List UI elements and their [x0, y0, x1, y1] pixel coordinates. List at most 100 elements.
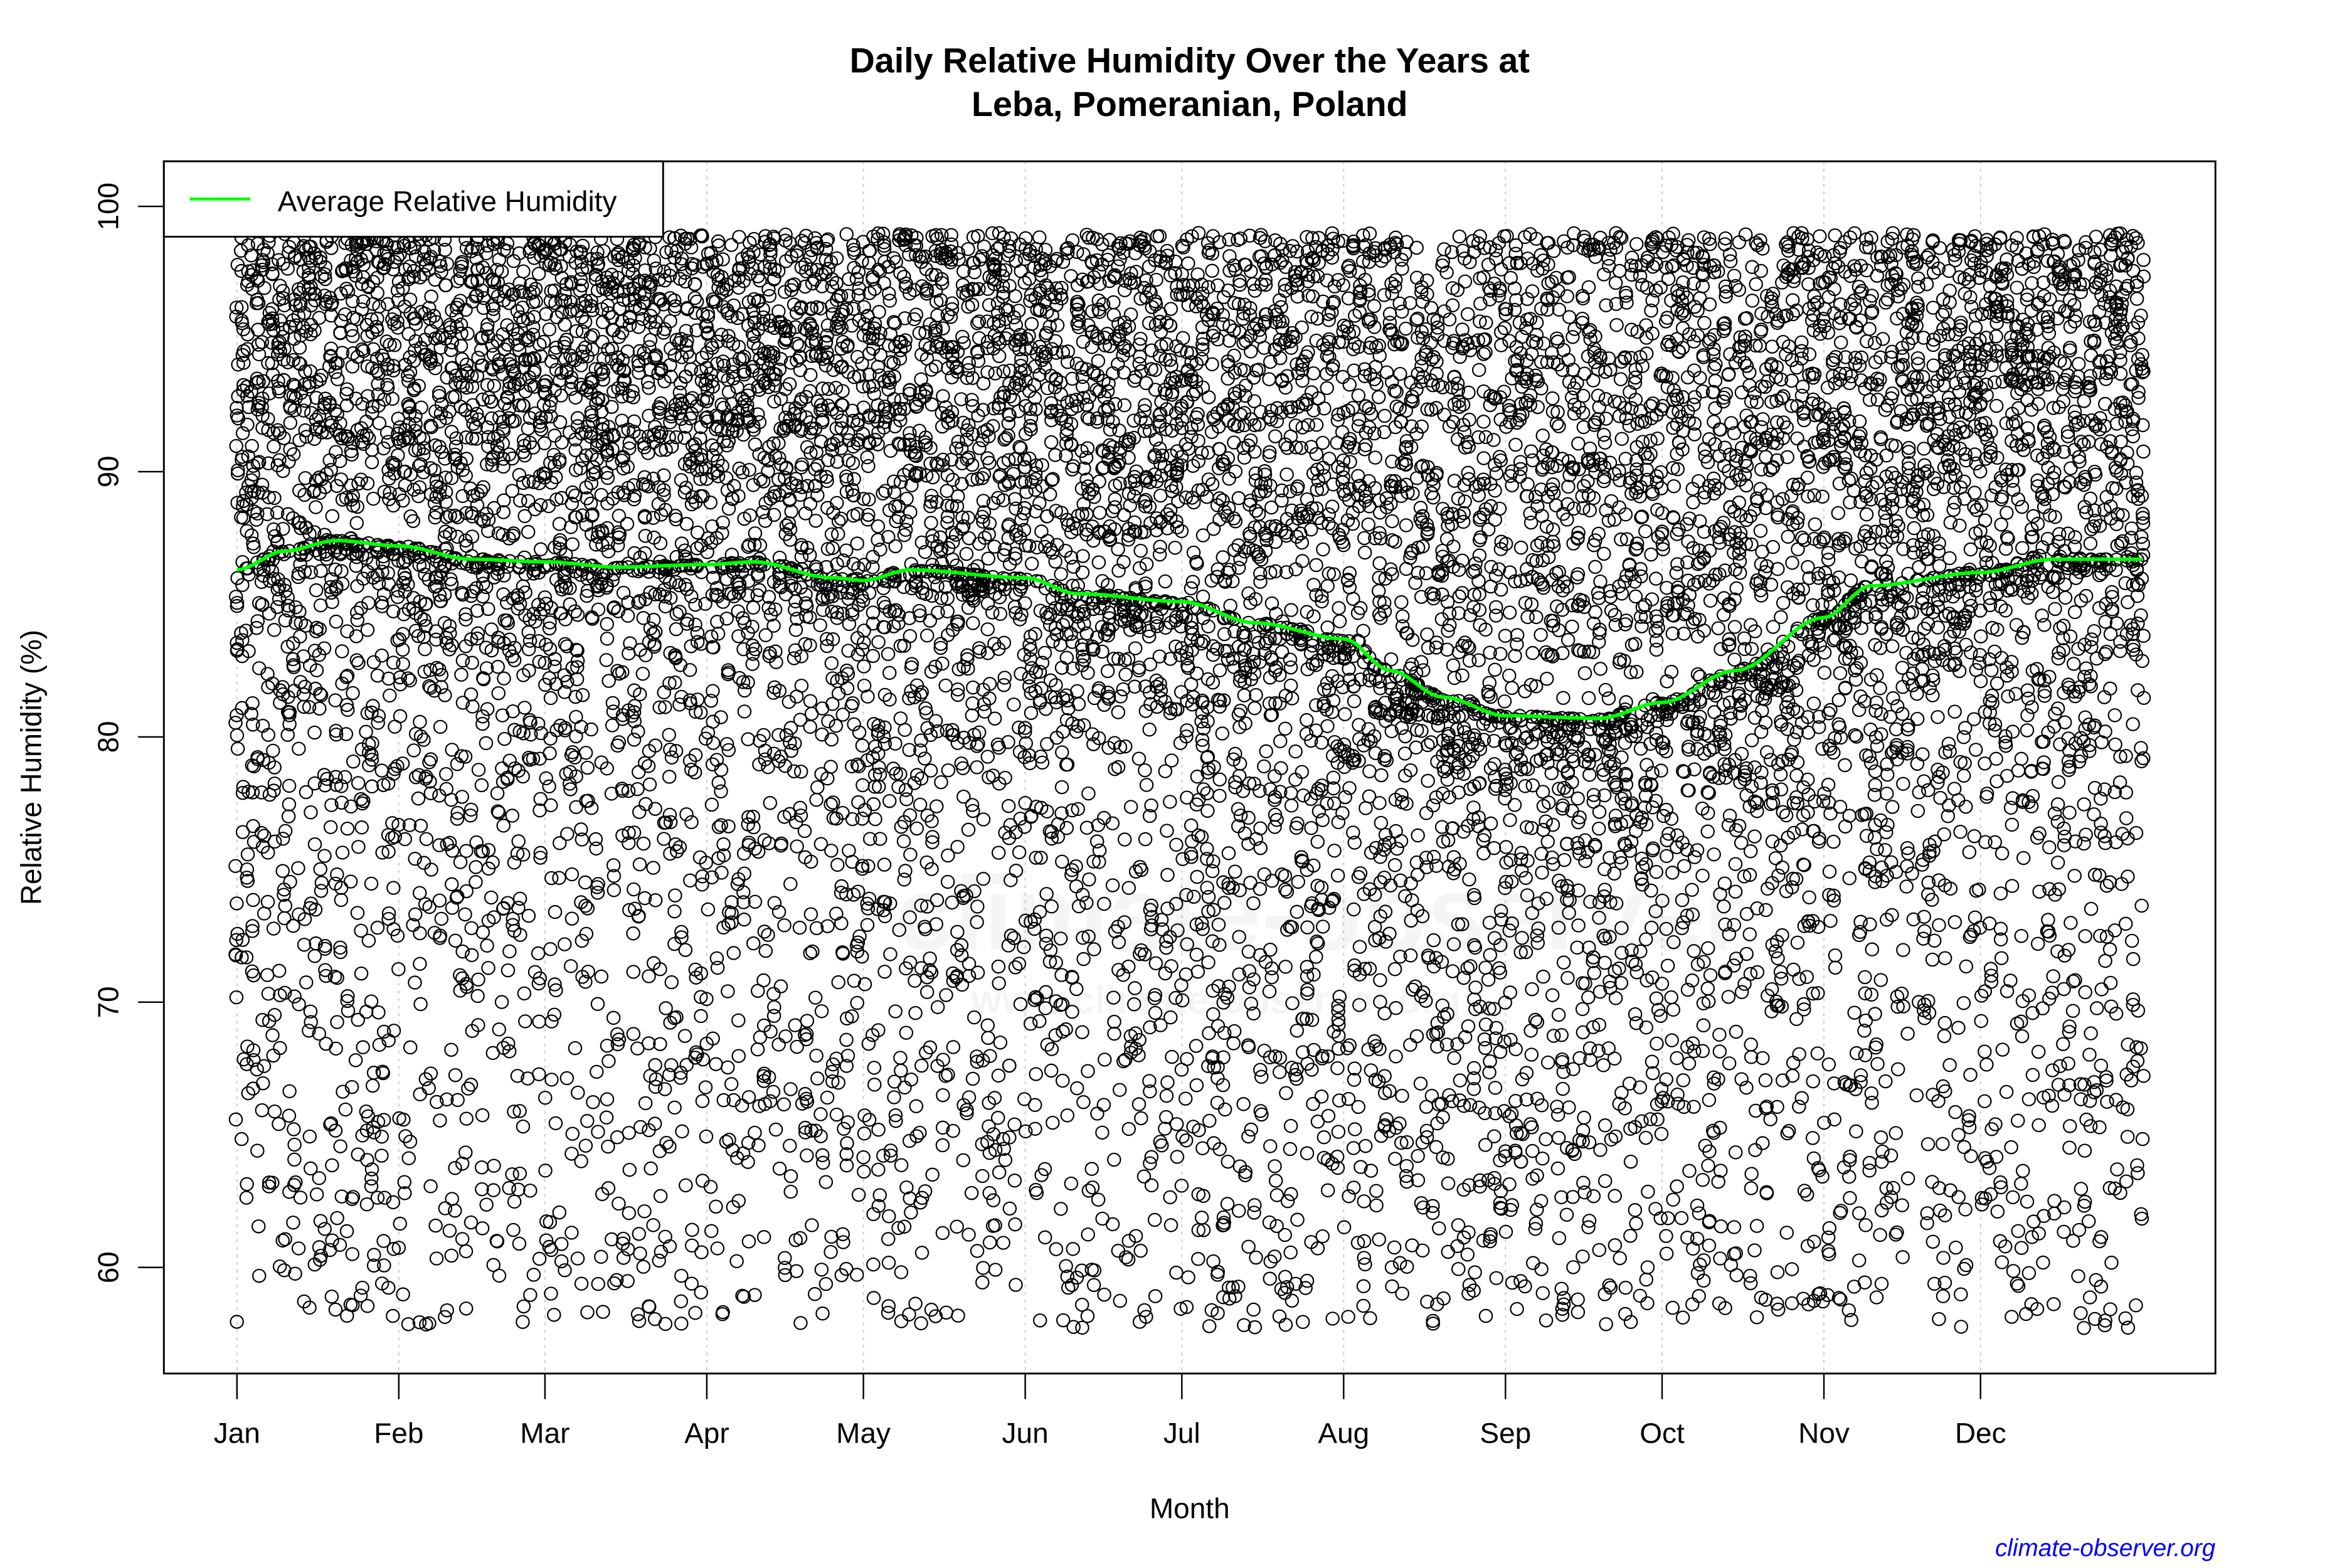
data-point [757, 924, 772, 939]
data-point [687, 765, 702, 780]
data-point [366, 655, 381, 669]
data-point [322, 395, 337, 410]
data-point [443, 572, 458, 586]
data-point [235, 452, 249, 467]
data-point [314, 884, 329, 898]
data-point [364, 876, 379, 891]
data-point [642, 777, 657, 792]
data-point [359, 249, 374, 264]
data-point [464, 1215, 479, 1230]
data-point [872, 305, 886, 319]
data-point [286, 388, 301, 403]
data-point [923, 440, 938, 455]
data-point [543, 691, 558, 706]
data-point [964, 1185, 979, 1200]
data-point [337, 770, 352, 785]
data-point [552, 1205, 567, 1220]
data-point [471, 972, 485, 987]
data-point [1024, 556, 1039, 571]
data-point [370, 668, 385, 683]
data-point [318, 480, 332, 494]
data-point [599, 653, 614, 667]
data-point [871, 1123, 886, 1137]
data-point [517, 701, 532, 715]
data-point [361, 933, 376, 948]
data-point [277, 431, 291, 445]
data-point [580, 1305, 595, 1320]
data-point [474, 778, 489, 793]
data-point [444, 1042, 458, 1057]
data-point [329, 1041, 343, 1056]
data-point [401, 432, 416, 446]
data-point [1024, 317, 1039, 331]
data-point [339, 697, 354, 712]
data-point [432, 385, 447, 400]
data-point [236, 356, 251, 370]
data-point [512, 1166, 527, 1181]
data-point [374, 1130, 389, 1144]
data-point [531, 946, 546, 961]
data-point [413, 457, 428, 472]
data-point [783, 1082, 798, 1096]
data-point [280, 728, 295, 742]
data-point [287, 250, 302, 265]
data-point [395, 756, 410, 771]
data-point [959, 546, 974, 561]
data-point [543, 942, 558, 956]
data-point [674, 1294, 689, 1308]
data-point [434, 911, 449, 926]
data-point [277, 887, 291, 902]
data-point [314, 688, 329, 702]
data-point [398, 262, 413, 277]
data-point [333, 1139, 347, 1153]
data-point [250, 1062, 264, 1077]
data-point [554, 1254, 569, 1269]
data-point [246, 540, 261, 554]
data-point [810, 488, 825, 502]
data-point [377, 1258, 391, 1273]
data-point [327, 970, 342, 984]
data-point [766, 507, 781, 522]
data-point [565, 537, 580, 551]
data-point [351, 776, 366, 790]
data-point [458, 1145, 473, 1160]
data-point [240, 389, 255, 403]
data-point [987, 711, 1002, 726]
data-point [815, 727, 829, 742]
data-point [256, 1076, 270, 1091]
data-point [594, 969, 609, 984]
data-point [703, 1180, 718, 1194]
data-point [388, 255, 402, 269]
data-point [659, 1135, 674, 1150]
data-point [881, 647, 896, 661]
data-point [304, 565, 318, 580]
data-point [282, 797, 297, 812]
data-point [779, 728, 794, 743]
data-point [324, 798, 339, 812]
data-point [332, 453, 347, 469]
data-point [935, 656, 950, 671]
data-point [334, 779, 349, 793]
data-point [240, 871, 254, 885]
data-point [721, 984, 735, 999]
data-point [802, 548, 817, 563]
data-point [249, 512, 264, 527]
data-point [360, 1299, 375, 1313]
data-point [993, 607, 1008, 622]
data-point [857, 803, 872, 817]
data-point [302, 375, 317, 390]
data-point [479, 1197, 494, 1212]
data-point [526, 1268, 541, 1282]
data-point [359, 428, 374, 442]
data-point [383, 485, 397, 501]
data-point [568, 604, 582, 618]
data-point [877, 857, 892, 872]
data-point [254, 785, 269, 800]
data-point [985, 768, 1000, 783]
data-point [778, 1251, 792, 1265]
data-point [303, 901, 317, 916]
data-point [521, 524, 536, 539]
data-point [925, 1167, 940, 1182]
data-point [360, 706, 375, 721]
data-point [474, 1160, 489, 1175]
